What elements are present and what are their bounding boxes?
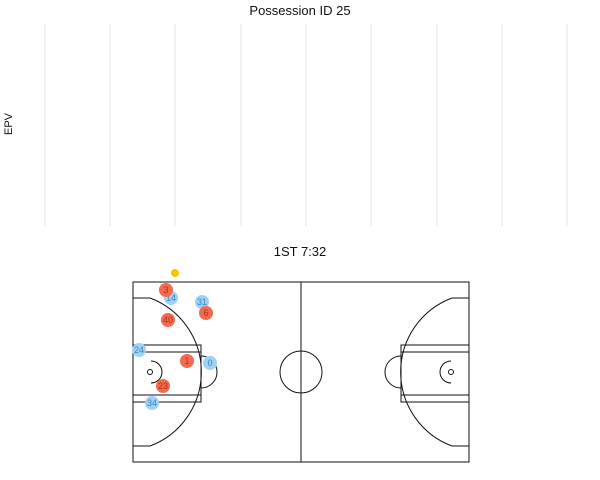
away-team-players: 14 31 24 0 34 (132, 291, 217, 410)
center-circle (279, 350, 323, 394)
basketball-court (132, 281, 470, 463)
home-player-marker: 3 (159, 283, 173, 297)
home-player-marker: 1 (180, 354, 194, 368)
left-three-point-arc (149, 297, 202, 447)
away-player-marker: 31 (195, 295, 209, 309)
game-clock-title: 1ST 7:32 (273, 244, 327, 259)
home-player-number: 23 (158, 381, 168, 391)
home-player-number: 1 (184, 356, 189, 366)
home-player-number: 6 (203, 308, 208, 318)
away-player-number: 14 (166, 293, 176, 303)
right-free-throw-arc (384, 355, 402, 389)
home-player-number: 3 (163, 285, 168, 295)
away-player-marker: 0 (203, 356, 217, 370)
right-paint (400, 344, 470, 403)
away-player-marker: 34 (145, 396, 159, 410)
home-player-marker: 23 (156, 379, 170, 393)
epv-chart-title: Possession ID 25 (249, 3, 351, 18)
away-player-marker: 24 (132, 343, 146, 357)
home-player-marker: 40 (161, 313, 175, 327)
away-player-number: 24 (134, 345, 144, 355)
home-player-number: 40 (163, 315, 173, 325)
right-hoop (448, 369, 454, 375)
right-restricted-arc (439, 360, 452, 384)
away-player-number: 31 (197, 297, 207, 307)
away-player-number: 0 (207, 358, 212, 368)
home-team-players: 3 40 6 1 23 (156, 283, 213, 393)
away-player-number: 34 (147, 398, 157, 408)
left-restricted-arc (150, 360, 163, 384)
basketball-ball (171, 269, 179, 277)
right-three-point-arc (400, 297, 453, 447)
left-hoop (147, 369, 153, 375)
epv-gridlines (44, 24, 568, 226)
home-player-marker: 6 (199, 306, 213, 320)
